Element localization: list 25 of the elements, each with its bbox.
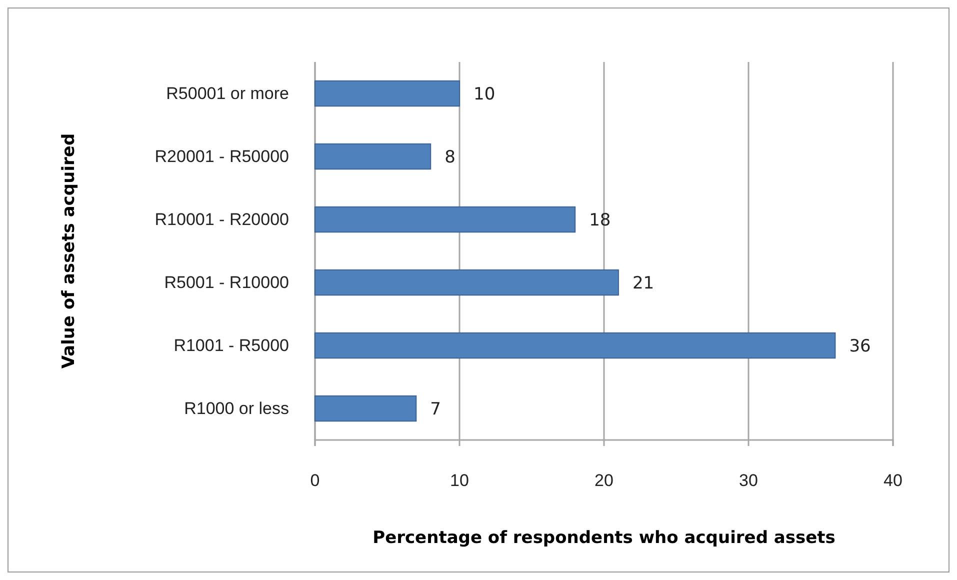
y-tick-label: R50001 or more	[166, 84, 289, 103]
x-tick-label: 10	[450, 471, 469, 490]
bar	[314, 143, 432, 170]
x-tick-label: 20	[594, 471, 614, 490]
x-tick-label: 30	[739, 471, 758, 490]
data-label: 8	[444, 147, 456, 168]
bar	[314, 395, 417, 422]
y-tick-label: R20001 - R50000	[154, 146, 289, 166]
y-axis-title: Value of assets acquired	[59, 133, 79, 369]
x-tick-label: 40	[884, 471, 902, 490]
bar	[314, 80, 460, 107]
data-label: 21	[632, 273, 654, 294]
y-tick-label: R1001 - R5000	[174, 336, 289, 355]
x-tick-label: 0	[310, 471, 320, 490]
x-axis-title: Percentage of respondents who acquired assets	[372, 528, 836, 548]
y-tick-label: R10001 - R20000	[154, 210, 289, 229]
data-label: 7	[430, 399, 441, 420]
bar	[314, 332, 836, 359]
y-tick-label: R1000 or less	[184, 398, 289, 418]
data-label: 10	[474, 84, 496, 104]
bar	[314, 206, 576, 233]
data-label: 18	[589, 210, 611, 230]
data-label: 36	[849, 336, 871, 356]
bar	[314, 269, 619, 296]
y-tick-label: R5001 - R10000	[164, 272, 289, 292]
